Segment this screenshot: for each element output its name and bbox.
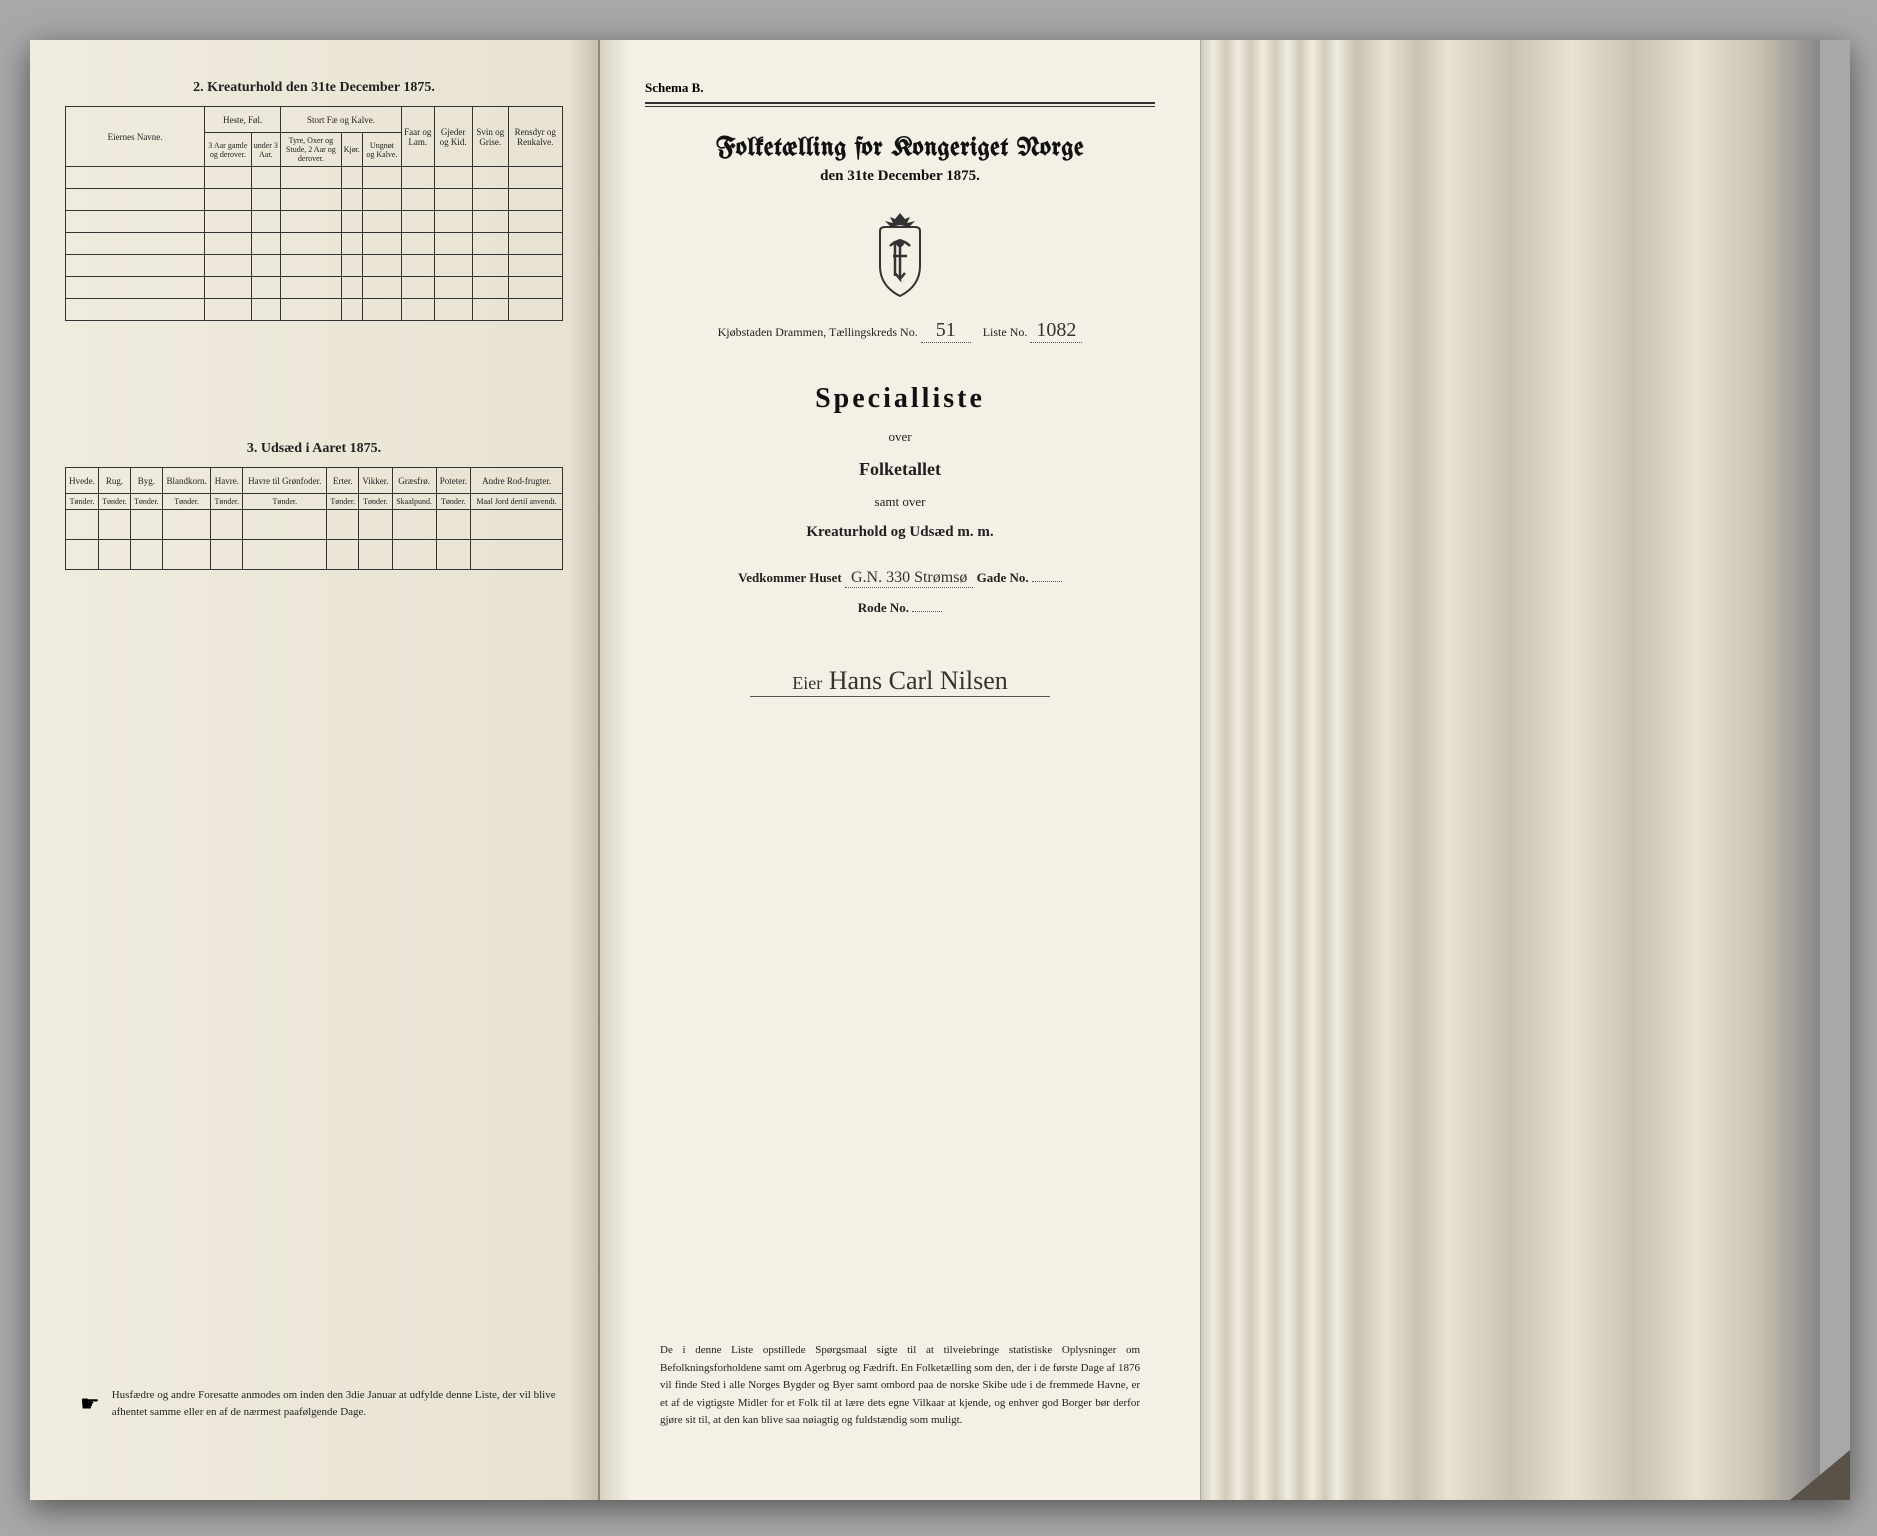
main-title: Folketælling for Kongeriget Norge (645, 135, 1155, 162)
seed-unit: Tønder. (130, 494, 162, 510)
page-edge-stack (1200, 40, 1820, 1500)
liste-no: 1082 (1030, 319, 1082, 343)
bottom-paragraph: De i denne Liste opstillede Spørgsmaal s… (660, 1342, 1140, 1430)
footer-note: ☛ Husfædre og andre Foresatte anmodes om… (80, 1387, 558, 1420)
grp-horses: Heste, Føl. (205, 107, 281, 133)
seed-col: Havre. (211, 468, 243, 494)
folketallet-label: Folketallet (645, 459, 1155, 480)
kreatur-label: Kreaturhold og Udsæd m. m. (645, 524, 1155, 541)
seed-table: Hvede.Rug.Byg.Blandkorn.Havre.Havre til … (65, 467, 563, 570)
seed-unit: Tønder. (162, 494, 211, 510)
divider (645, 102, 1155, 107)
sub-cattle2: Kjør. (341, 133, 362, 167)
rode-label: Rode No. (858, 600, 909, 615)
over-label: over (645, 429, 1155, 445)
seed-unit: Tønder. (66, 494, 99, 510)
seed-col: Blandkorn. (162, 468, 211, 494)
table-row (66, 299, 563, 321)
seed-unit: Tønder. (327, 494, 359, 510)
livestock-table: Eiernes Navne. Heste, Føl. Stort Fæ og K… (65, 106, 563, 321)
pointing-hand-icon: ☛ (80, 1387, 100, 1420)
sub-horse-young: under 3 Aar. (251, 133, 281, 167)
table-row (66, 211, 563, 233)
col-owner: Eiernes Navne. (66, 107, 205, 167)
left-page: 2. Kreaturhold den 31te December 1875. E… (30, 40, 600, 1500)
samt-label: samt over (645, 494, 1155, 510)
sub-horse-old: 3 Aar gamle og derover. (205, 133, 251, 167)
seed-col: Byg. (130, 468, 162, 494)
schema-label: Schema B. (645, 80, 1155, 96)
table-row (66, 277, 563, 299)
table-row (66, 189, 563, 211)
census-book: 2. Kreaturhold den 31te December 1875. E… (30, 40, 1850, 1500)
table-row (66, 167, 563, 189)
seed-col: Rug. (99, 468, 131, 494)
specialliste-title: Specialliste (645, 383, 1155, 415)
right-page: Schema B. Folketælling for Kongeriget No… (600, 40, 1200, 1500)
kreds-no: 51 (921, 319, 971, 343)
sub-cattle1: Tyre, Oxer og Stude, 2 Aar og derover. (281, 133, 342, 167)
liste-label: Liste No. (983, 325, 1028, 339)
table-row (66, 540, 563, 570)
col-sheep: Faar og Lam. (401, 107, 434, 167)
seed-col: Hvede. (66, 468, 99, 494)
rode-line: Rode No. (645, 600, 1155, 616)
seed-col: Andre Rod-frugter. (471, 468, 563, 494)
table-row (66, 255, 563, 277)
col-swine: Svin og Grise. (472, 107, 508, 167)
vedkommer-label: Vedkommer Huset (738, 570, 842, 585)
table-row (66, 233, 563, 255)
col-goats: Gjeder og Kid. (434, 107, 472, 167)
folded-corner (1790, 1450, 1850, 1500)
seed-unit: Tønder. (99, 494, 131, 510)
seed-unit: Skaalpund. (392, 494, 436, 510)
rode-value (912, 611, 942, 612)
seed-col: Erter. (327, 468, 359, 494)
seed-col: Poteter. (436, 468, 471, 494)
date-line: den 31te December 1875. (645, 168, 1155, 185)
seed-unit: Tønder. (211, 494, 243, 510)
town-line: Kjøbstaden Drammen, Tællingskreds No. 51… (645, 319, 1155, 343)
section2-title: 2. Kreaturhold den 31te December 1875. (65, 80, 563, 96)
huset-line: Vedkommer Huset G.N. 330 Strømsø Gade No… (645, 569, 1155, 588)
table-row (66, 510, 563, 540)
section3-title: 3. Udsæd i Aaret 1875. (65, 441, 563, 457)
seed-unit: Maal Jord dertil anvendt. (471, 494, 563, 510)
seed-unit: Tønder. (243, 494, 327, 510)
gade-value (1032, 581, 1062, 582)
grp-cattle: Stort Fæ og Kalve. (281, 107, 402, 133)
owner-line: Eier Hans Carl Nilsen (645, 666, 1155, 697)
sub-cattle3: Ungnøt og Kalve. (362, 133, 401, 167)
town-label: Kjøbstaden Drammen, Tællingskreds No. (718, 325, 918, 339)
coat-of-arms-icon (865, 211, 935, 301)
footer-text: Husfædre og andre Foresatte anmodes om i… (112, 1387, 558, 1420)
seed-col: Havre til Grønfoder. (243, 468, 327, 494)
owner-name: Eier Hans Carl Nilsen (750, 666, 1050, 697)
gade-label: Gade No. (977, 570, 1029, 585)
seed-unit: Tønder. (359, 494, 393, 510)
seed-col: Vikker. (359, 468, 393, 494)
seed-unit: Tønder. (436, 494, 471, 510)
seed-col: Græsfrø. (392, 468, 436, 494)
huset-value: G.N. 330 Strømsø (845, 569, 973, 588)
col-reindeer: Rensdyr og Renkalve. (508, 107, 562, 167)
